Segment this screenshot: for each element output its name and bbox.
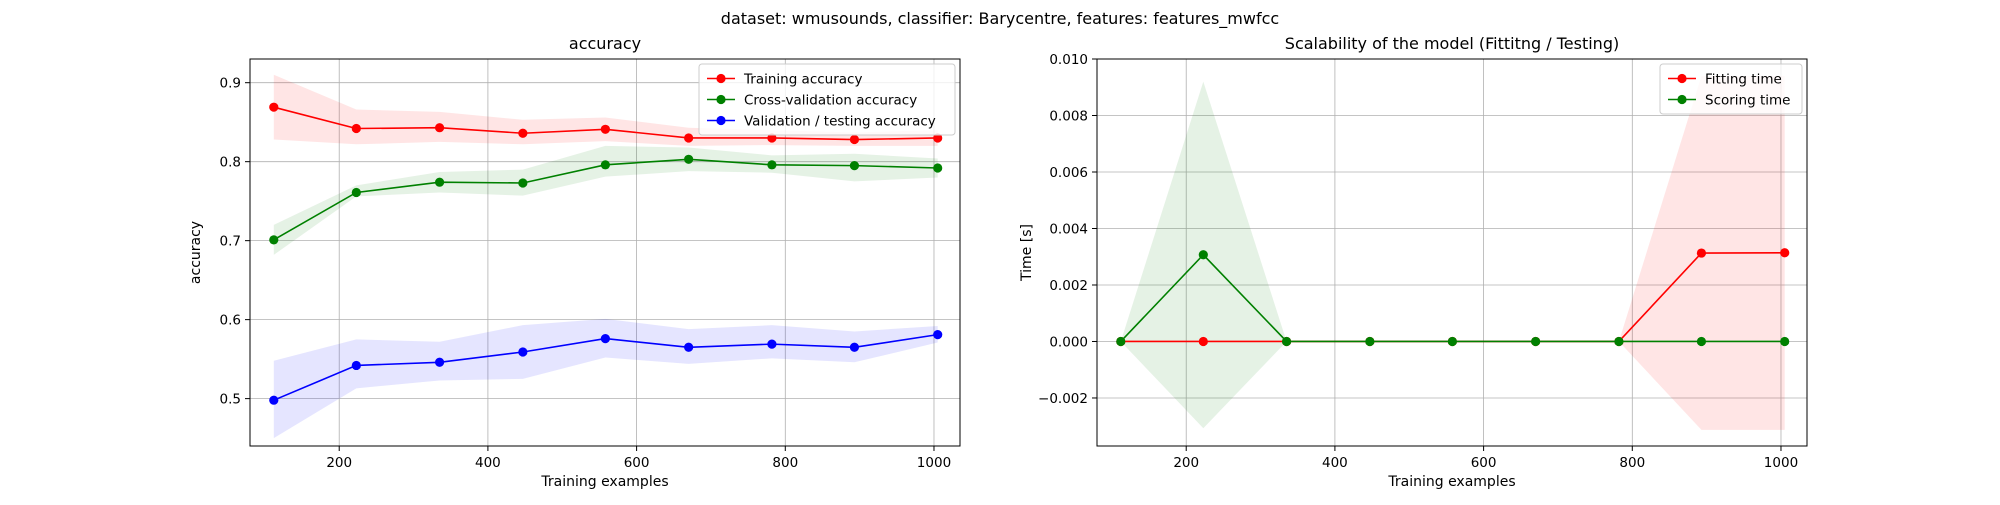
accuracy-point-training-accuracy <box>351 123 361 134</box>
accuracy-point-cross-validation-accuracy <box>518 178 528 188</box>
accuracy-legend-item-validation-testing-accuracy: Validation / testing accuracy <box>707 114 936 130</box>
accuracy-ylabel: accuracy <box>188 221 204 284</box>
scalability-ytick-label: 0.010 <box>1049 52 1088 68</box>
scalability-legend-label: Fitting time <box>1705 72 1782 88</box>
scalability-xtick-label: 400 <box>1322 455 1348 471</box>
accuracy-point-cross-validation-accuracy <box>849 161 860 171</box>
accuracy-ytick-label: 0.5 <box>220 392 241 408</box>
accuracy-title: accuracy <box>569 34 641 53</box>
accuracy-point-validation-testing-accuracy <box>600 333 610 344</box>
scalability-ylabel: Time [s] <box>1019 224 1035 282</box>
scalability-legend-swatch-marker <box>1677 73 1687 84</box>
scalability-xtick-label: 1000 <box>1764 455 1798 471</box>
accuracy-xtick-label: 600 <box>624 455 650 471</box>
accuracy-ytick-label: 0.9 <box>220 76 241 92</box>
scalability-legend-swatch-marker <box>1677 94 1687 105</box>
scalability-ytick-label: −0.002 <box>1038 391 1088 407</box>
accuracy-legend: Training accuracy Cross-validation accura… <box>698 63 956 136</box>
scalability-legend-label: Scoring time <box>1705 93 1790 109</box>
accuracy-legend-item-training-accuracy: Training accuracy <box>707 72 862 88</box>
accuracy-point-validation-testing-accuracy <box>849 342 860 352</box>
scalability-xtick-label: 200 <box>1173 455 1199 471</box>
accuracy-axes-frame <box>249 58 961 447</box>
accuracy-xtick-label: 1000 <box>917 455 951 471</box>
scalability-point-scoring-time <box>1780 336 1790 347</box>
scalability-point-scoring-time <box>1447 336 1457 347</box>
accuracy-legend-swatch-marker <box>716 73 726 84</box>
accuracy-point-training-accuracy <box>269 102 279 112</box>
scalability-point-scoring-time <box>1696 336 1707 347</box>
scalability-point-scoring-time <box>1116 336 1126 347</box>
scalability-axes-frame <box>1096 58 1808 447</box>
scalability-point-fitting-time <box>1780 248 1790 258</box>
scalability-point-scoring-time <box>1531 336 1541 347</box>
accuracy-ytick-label: 0.6 <box>220 313 241 329</box>
accuracy-point-cross-validation-accuracy <box>600 160 610 170</box>
accuracy-point-training-accuracy <box>518 128 528 138</box>
scalability-xtick-label: 600 <box>1471 455 1497 471</box>
scalability-point-fitting-time <box>1696 248 1707 258</box>
accuracy-point-cross-validation-accuracy <box>351 187 361 198</box>
accuracy-point-training-accuracy <box>434 123 445 133</box>
figure-suptitle: dataset: wmusounds, classifier: Barycent… <box>721 9 1279 29</box>
accuracy-point-training-accuracy <box>600 124 610 134</box>
accuracy-point-cross-validation-accuracy <box>767 160 777 170</box>
accuracy-ytick-label: 0.8 <box>220 155 241 171</box>
accuracy-legend-label: Training accuracy <box>743 72 862 88</box>
accuracy-point-cross-validation-accuracy <box>434 177 445 187</box>
accuracy-point-training-accuracy <box>684 133 694 143</box>
accuracy-legend-item-cross-validation-accuracy: Cross-validation accuracy <box>707 93 917 109</box>
scalability-ytick-label: 0.002 <box>1049 278 1088 294</box>
accuracy-xtick-label: 800 <box>772 455 798 471</box>
accuracy-point-cross-validation-accuracy <box>933 163 943 173</box>
accuracy-point-cross-validation-accuracy <box>684 154 694 164</box>
accuracy-point-validation-testing-accuracy <box>269 395 279 405</box>
accuracy-legend-swatch-marker <box>716 115 726 126</box>
scalability-panel: 200 400 600 800 1000 −0.002 0.000 0.002 0.004 0.0… <box>1019 34 1808 490</box>
accuracy-point-training-accuracy <box>849 134 860 145</box>
scalability-ytick-label: 0.006 <box>1049 165 1088 181</box>
scalability-ytick-label: 0.008 <box>1049 108 1088 124</box>
scalability-band-scoring-time <box>1120 81 1785 429</box>
accuracy-legend-box <box>698 63 956 136</box>
scalability-xtick-label: 800 <box>1619 455 1645 471</box>
accuracy-point-validation-testing-accuracy <box>933 330 943 340</box>
scalability-point-scoring-time <box>1614 336 1624 347</box>
accuracy-point-validation-testing-accuracy <box>351 360 361 371</box>
accuracy-point-validation-testing-accuracy <box>767 339 777 349</box>
scalability-point-scoring-time <box>1198 250 1208 260</box>
scalability-legend: Fitting time Scoring time <box>1659 63 1803 115</box>
accuracy-point-validation-testing-accuracy <box>518 347 528 357</box>
accuracy-legend-swatch-marker <box>716 94 726 105</box>
accuracy-point-training-accuracy <box>767 133 777 143</box>
accuracy-xlabel: Training examples <box>540 474 668 490</box>
scalability-title: Scalability of the model (Fittitng / Tes… <box>1285 34 1619 53</box>
scalability-ytick-label: 0.000 <box>1049 334 1088 350</box>
scalability-point-fitting-time <box>1198 336 1208 347</box>
accuracy-band-cross-validation-accuracy <box>273 145 938 255</box>
accuracy-ytick-label: 0.7 <box>220 234 241 250</box>
scalability-legend-item-fitting-time: Fitting time <box>1668 72 1782 88</box>
accuracy-point-cross-validation-accuracy <box>269 235 279 245</box>
scalability-legend-item-scoring-time: Scoring time <box>1668 93 1790 109</box>
accuracy-panel: 200 400 600 800 1000 0.5 0.6 0.7 0.8 0.9 accuracy T… <box>188 34 961 490</box>
accuracy-point-validation-testing-accuracy <box>434 357 445 367</box>
scalability-xlabel: Training examples <box>1387 474 1515 490</box>
accuracy-point-training-accuracy <box>933 133 943 143</box>
accuracy-legend-label: Cross-validation accuracy <box>744 93 917 109</box>
scalability-ytick-label: 0.004 <box>1049 221 1088 237</box>
accuracy-xtick-label: 200 <box>326 455 352 471</box>
accuracy-point-validation-testing-accuracy <box>684 342 694 352</box>
scalability-legend-box <box>1659 63 1803 115</box>
scalability-point-scoring-time <box>1365 336 1375 347</box>
scalability-point-scoring-time <box>1281 336 1292 347</box>
accuracy-legend-label: Validation / testing accuracy <box>744 114 936 130</box>
accuracy-xtick-label: 400 <box>475 455 501 471</box>
